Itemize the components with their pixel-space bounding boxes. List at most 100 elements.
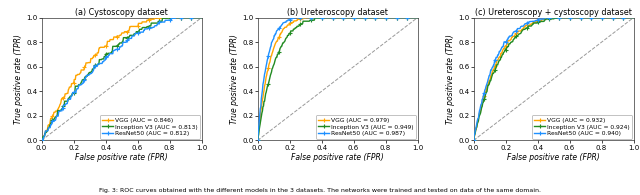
ResNet50 (AUC = 0.987)	[254, 139, 262, 142]
VGG (AUC = 0.846)	[136, 22, 143, 25]
VGG (AUC = 0.979)	[349, 16, 357, 19]
Inception V3 (AUC = 0.949)	[352, 16, 360, 19]
Inception V3 (AUC = 0.949)	[399, 16, 407, 19]
Inception V3 (AUC = 0.813)	[164, 16, 172, 19]
Inception V3 (AUC = 0.949)	[254, 136, 262, 138]
X-axis label: False positive rate (FPR): False positive rate (FPR)	[76, 153, 168, 162]
VGG (AUC = 0.846)	[158, 16, 166, 19]
Y-axis label: True positive rate (TPR): True positive rate (TPR)	[15, 34, 24, 124]
Title: (a) Cystoscopy dataset: (a) Cystoscopy dataset	[76, 8, 168, 17]
Inception V3 (AUC = 0.813)	[173, 16, 181, 19]
Title: (c) Ureteroscopy + cystoscopy dataset: (c) Ureteroscopy + cystoscopy dataset	[475, 8, 632, 17]
Inception V3 (AUC = 0.924)	[630, 16, 637, 19]
Line: ResNet50 (AUC = 0.940): ResNet50 (AUC = 0.940)	[471, 15, 636, 143]
VGG (AUC = 0.932)	[605, 16, 613, 19]
ResNet50 (AUC = 0.812)	[38, 139, 46, 142]
VGG (AUC = 0.932)	[470, 136, 478, 138]
ResNet50 (AUC = 0.812)	[198, 16, 205, 19]
Line: Inception V3 (AUC = 0.924): Inception V3 (AUC = 0.924)	[471, 15, 636, 143]
X-axis label: False positive rate (FPR): False positive rate (FPR)	[291, 153, 384, 162]
ResNet50 (AUC = 0.940)	[566, 16, 573, 19]
Legend: VGG (AUC = 0.932), Inception V3 (AUC = 0.924), ResNet50 (AUC = 0.940): VGG (AUC = 0.932), Inception V3 (AUC = 0…	[532, 115, 632, 139]
VGG (AUC = 0.979)	[414, 16, 422, 19]
ResNet50 (AUC = 0.987)	[349, 16, 356, 19]
Line: VGG (AUC = 0.979): VGG (AUC = 0.979)	[255, 15, 420, 143]
Inception V3 (AUC = 0.813)	[136, 28, 143, 30]
ResNet50 (AUC = 0.940)	[548, 16, 556, 19]
ResNet50 (AUC = 0.940)	[568, 16, 576, 19]
VGG (AUC = 0.932)	[630, 16, 637, 19]
ResNet50 (AUC = 0.987)	[254, 133, 262, 136]
ResNet50 (AUC = 0.940)	[605, 16, 613, 19]
ResNet50 (AUC = 0.987)	[349, 16, 357, 19]
Inception V3 (AUC = 0.924)	[615, 16, 623, 19]
Inception V3 (AUC = 0.924)	[556, 16, 563, 19]
VGG (AUC = 0.932)	[565, 16, 573, 19]
ResNet50 (AUC = 0.812)	[172, 16, 180, 19]
VGG (AUC = 0.932)	[615, 16, 623, 19]
Y-axis label: True positive rate (TPR): True positive rate (TPR)	[230, 34, 239, 124]
ResNet50 (AUC = 0.987)	[389, 16, 397, 19]
Inception V3 (AUC = 0.924)	[565, 16, 573, 19]
ResNet50 (AUC = 0.812)	[132, 32, 140, 35]
Inception V3 (AUC = 0.924)	[566, 16, 573, 19]
VGG (AUC = 0.979)	[389, 16, 397, 19]
Inception V3 (AUC = 0.949)	[414, 16, 422, 19]
VGG (AUC = 0.979)	[349, 16, 356, 19]
VGG (AUC = 0.979)	[254, 139, 262, 142]
Line: ResNet50 (AUC = 0.812): ResNet50 (AUC = 0.812)	[39, 15, 204, 143]
Legend: VGG (AUC = 0.979), Inception V3 (AUC = 0.949), ResNet50 (AUC = 0.987): VGG (AUC = 0.979), Inception V3 (AUC = 0…	[316, 115, 416, 139]
Inception V3 (AUC = 0.949)	[349, 16, 356, 19]
VGG (AUC = 0.846)	[38, 139, 45, 142]
VGG (AUC = 0.932)	[568, 16, 576, 19]
VGG (AUC = 0.846)	[173, 16, 181, 19]
Title: (b) Ureteroscopy dataset: (b) Ureteroscopy dataset	[287, 8, 388, 17]
VGG (AUC = 0.846)	[198, 16, 205, 19]
Inception V3 (AUC = 0.813)	[183, 16, 191, 19]
Inception V3 (AUC = 0.924)	[568, 16, 576, 19]
ResNet50 (AUC = 0.812)	[38, 139, 45, 142]
ResNet50 (AUC = 0.812)	[136, 32, 143, 35]
VGG (AUC = 0.932)	[470, 139, 477, 142]
VGG (AUC = 0.979)	[352, 16, 360, 19]
Text: Fig. 3: ROC curves obtained with the different models in the 3 datasets. The net: Fig. 3: ROC curves obtained with the dif…	[99, 188, 541, 193]
ResNet50 (AUC = 0.812)	[133, 32, 141, 35]
VGG (AUC = 0.846)	[132, 25, 140, 28]
VGG (AUC = 0.979)	[254, 133, 262, 135]
Y-axis label: True positive rate (TPR): True positive rate (TPR)	[447, 34, 456, 124]
ResNet50 (AUC = 0.987)	[352, 16, 360, 19]
VGG (AUC = 0.932)	[551, 16, 559, 19]
Inception V3 (AUC = 0.924)	[470, 135, 478, 137]
Inception V3 (AUC = 0.813)	[133, 31, 141, 33]
VGG (AUC = 0.979)	[399, 16, 407, 19]
Inception V3 (AUC = 0.813)	[38, 139, 45, 142]
Inception V3 (AUC = 0.813)	[198, 16, 205, 19]
Line: Inception V3 (AUC = 0.949): Inception V3 (AUC = 0.949)	[255, 15, 420, 143]
ResNet50 (AUC = 0.940)	[615, 16, 623, 19]
VGG (AUC = 0.932)	[566, 16, 573, 19]
X-axis label: False positive rate (FPR): False positive rate (FPR)	[508, 153, 600, 162]
ResNet50 (AUC = 0.812)	[183, 16, 191, 19]
Inception V3 (AUC = 0.924)	[470, 139, 477, 142]
ResNet50 (AUC = 0.940)	[565, 16, 573, 19]
Inception V3 (AUC = 0.949)	[389, 16, 397, 19]
VGG (AUC = 0.846)	[183, 16, 191, 19]
Legend: VGG (AUC = 0.846), Inception V3 (AUC = 0.813), ResNet50 (AUC = 0.812): VGG (AUC = 0.846), Inception V3 (AUC = 0…	[100, 115, 200, 139]
Inception V3 (AUC = 0.813)	[38, 139, 46, 142]
Inception V3 (AUC = 0.949)	[349, 16, 357, 19]
VGG (AUC = 0.846)	[38, 139, 46, 141]
ResNet50 (AUC = 0.940)	[630, 16, 637, 19]
ResNet50 (AUC = 0.987)	[399, 16, 407, 19]
Line: VGG (AUC = 0.932): VGG (AUC = 0.932)	[471, 15, 636, 143]
Line: ResNet50 (AUC = 0.987): ResNet50 (AUC = 0.987)	[255, 15, 420, 143]
ResNet50 (AUC = 0.812)	[173, 16, 181, 19]
VGG (AUC = 0.979)	[306, 16, 314, 19]
ResNet50 (AUC = 0.940)	[470, 135, 478, 137]
Line: VGG (AUC = 0.846): VGG (AUC = 0.846)	[39, 15, 204, 143]
Line: Inception V3 (AUC = 0.813): Inception V3 (AUC = 0.813)	[39, 15, 204, 143]
VGG (AUC = 0.846)	[133, 25, 141, 28]
ResNet50 (AUC = 0.987)	[414, 16, 422, 19]
ResNet50 (AUC = 0.987)	[292, 16, 300, 19]
ResNet50 (AUC = 0.940)	[470, 139, 477, 142]
Inception V3 (AUC = 0.813)	[132, 31, 140, 33]
